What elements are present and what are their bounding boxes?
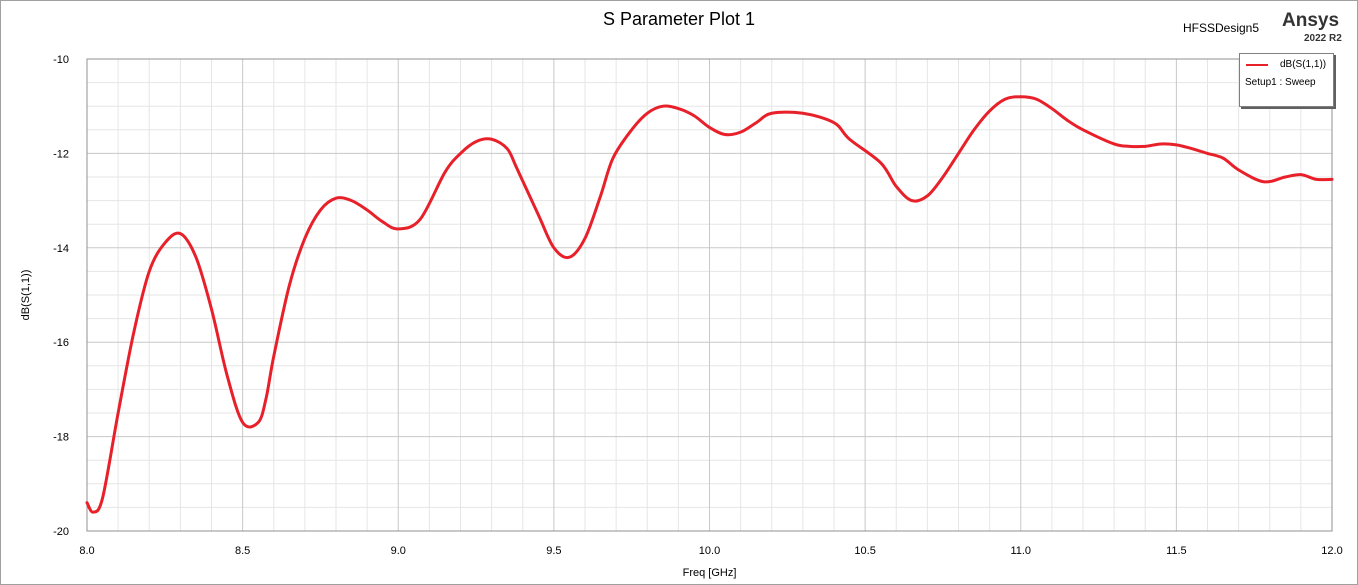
y-tick-label: -10: [53, 54, 69, 66]
y-tick-label: -20: [53, 526, 69, 538]
y-tick-label: -14: [53, 243, 69, 255]
y-axis-tick-labels: -10 -12 -14 -16 -18 -20: [53, 54, 69, 538]
y-tick-label: -18: [53, 432, 69, 444]
legend-swatch-dbs11: [1246, 64, 1268, 66]
brand-logo-text: Ansys: [1282, 10, 1340, 31]
x-tick-label: 11.5: [1166, 545, 1187, 557]
x-tick-label: 11.0: [1010, 545, 1031, 557]
design-name-label: HFSSDesign5: [1183, 21, 1260, 35]
plot-area-border: [86, 58, 1333, 532]
legend-box[interactable]: dB(S(1,1)) Setup1 : Sweep: [1239, 53, 1334, 107]
legend-series-label: dB(S(1,1)): [1280, 59, 1327, 70]
x-axis-label: Freq [GHz]: [683, 567, 737, 579]
x-tick-label: 10.0: [699, 545, 720, 557]
x-tick-label: 8.5: [235, 545, 250, 557]
series-line-dbs11[interactable]: [85, 95, 1334, 514]
x-tick-label: 12.0: [1321, 545, 1342, 557]
y-axis-label: dB(S(1,1)): [20, 270, 32, 321]
x-tick-label: 9.0: [391, 545, 406, 557]
x-tick-label: 10.5: [854, 545, 875, 557]
legend-solution-label: Setup1 : Sweep: [1245, 77, 1316, 88]
x-tick-label: 9.5: [546, 545, 561, 557]
y-tick-label: -16: [53, 337, 69, 349]
brand-version-label: 2022 R2: [1304, 33, 1342, 44]
x-tick-label: 8.0: [79, 545, 94, 557]
x-axis-tick-labels: 8.0 8.5 9.0 9.5 10.0 10.5 11.0 11.5 12.0: [79, 545, 1342, 557]
y-tick-label: -12: [53, 148, 69, 160]
chart-title: S Parameter Plot 1: [602, 9, 756, 29]
